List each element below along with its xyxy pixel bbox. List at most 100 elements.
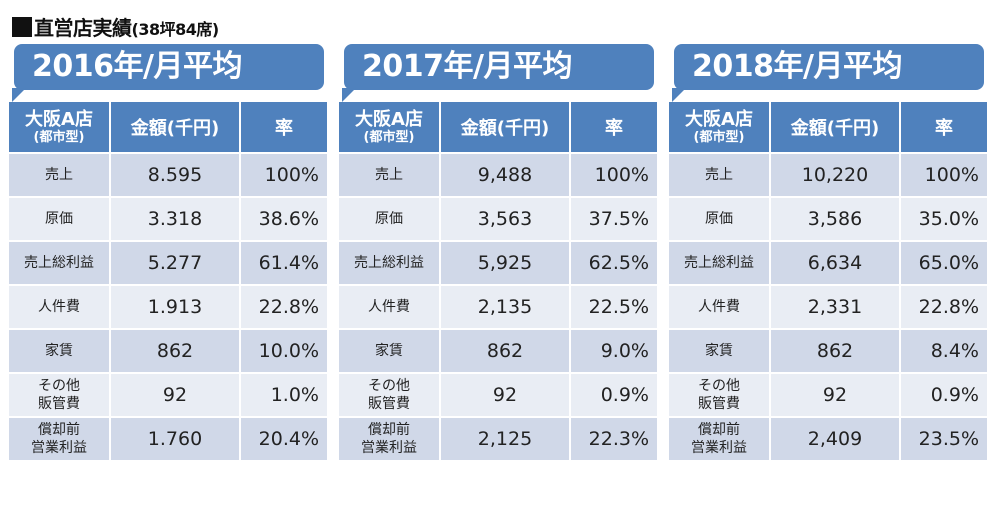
table-row: 売上 10,220 100%	[669, 154, 987, 196]
row-rate: 9.0%	[571, 330, 657, 372]
row-label: 償却前 営業利益	[339, 418, 439, 460]
header-rate: 率	[901, 102, 987, 152]
row-label: 人件費	[339, 286, 439, 328]
year-label: 2016年/月平均	[32, 49, 242, 84]
year-panel-2: 2018年/月平均 大阪A店 (都市型) 金額(千円) 率 売上 10,220 1…	[664, 44, 987, 462]
pl-table: 大阪A店 (都市型) 金額(千円) 率 売上 10,220 100% 原価 3,5…	[667, 100, 989, 462]
banner-tail	[342, 88, 356, 102]
table-row: 人件費 2,135 22.5%	[339, 286, 657, 328]
row-amount: 862	[771, 330, 899, 372]
row-label: 売上総利益	[9, 242, 109, 284]
row-rate: 22.8%	[901, 286, 987, 328]
row-label: その他 販管費	[669, 374, 769, 416]
table-row: 償却前 営業利益 2,409 23.5%	[669, 418, 987, 460]
row-rate: 1.0%	[241, 374, 327, 416]
year-label: 2017年/月平均	[362, 49, 572, 84]
table-row: 原価 3.318 38.6%	[9, 198, 327, 240]
row-amount: 5,925	[441, 242, 569, 284]
year-banner: 2016年/月平均	[12, 44, 324, 102]
store-type: (都市型)	[33, 130, 85, 145]
row-amount: 92	[111, 374, 239, 416]
row-amount: 3,586	[771, 198, 899, 240]
table-row: 原価 3,586 35.0%	[669, 198, 987, 240]
table-row: 償却前 営業利益 1.760 20.4%	[9, 418, 327, 460]
header-store: 大阪A店 (都市型)	[339, 102, 439, 152]
black-square-icon	[12, 17, 32, 37]
store-name: 大阪A店	[355, 109, 423, 130]
table-row: 人件費 2,331 22.8%	[669, 286, 987, 328]
row-label: 売上総利益	[339, 242, 439, 284]
store-type: (都市型)	[693, 130, 745, 145]
row-rate: 100%	[241, 154, 327, 196]
table-row: 売上 8.595 100%	[9, 154, 327, 196]
year-panel-1: 2017年/月平均 大阪A店 (都市型) 金額(千円) 率 売上 9,488 10…	[334, 44, 657, 462]
row-rate: 20.4%	[241, 418, 327, 460]
pl-table: 大阪A店 (都市型) 金額(千円) 率 売上 8.595 100% 原価 3.31…	[7, 100, 329, 462]
row-label: 家賃	[339, 330, 439, 372]
row-label: 原価	[9, 198, 109, 240]
row-label: 償却前 営業利益	[669, 418, 769, 460]
table-row: 家賃 862 8.4%	[669, 330, 987, 372]
row-label: 原価	[669, 198, 769, 240]
store-name: 大阪A店	[25, 109, 93, 130]
pl-table: 大阪A店 (都市型) 金額(千円) 率 売上 9,488 100% 原価 3,56…	[337, 100, 659, 462]
row-amount: 92	[441, 374, 569, 416]
row-label: 人件費	[669, 286, 769, 328]
row-rate: 100%	[901, 154, 987, 196]
row-rate: 62.5%	[571, 242, 657, 284]
table-header-row: 大阪A店 (都市型) 金額(千円) 率	[9, 102, 327, 152]
row-label: 売上総利益	[669, 242, 769, 284]
row-rate: 10.0%	[241, 330, 327, 372]
row-label: その他 販管費	[339, 374, 439, 416]
row-rate: 8.4%	[901, 330, 987, 372]
table-row: 償却前 営業利益 2,125 22.3%	[339, 418, 657, 460]
header-store: 大阪A店 (都市型)	[9, 102, 109, 152]
row-amount: 2,125	[441, 418, 569, 460]
row-amount: 8.595	[111, 154, 239, 196]
row-rate: 100%	[571, 154, 657, 196]
table-row: 売上 9,488 100%	[339, 154, 657, 196]
year-banner: 2018年/月平均	[672, 44, 984, 102]
table-row: その他 販管費 92 1.0%	[9, 374, 327, 416]
row-amount: 3,563	[441, 198, 569, 240]
row-label: その他 販管費	[9, 374, 109, 416]
header-rate: 率	[241, 102, 327, 152]
banner-tail	[12, 88, 26, 102]
store-name: 大阪A店	[685, 109, 753, 130]
table-row: その他 販管費 92 0.9%	[339, 374, 657, 416]
row-amount: 92	[771, 374, 899, 416]
store-type: (都市型)	[363, 130, 415, 145]
title-main: 直営店実績	[34, 16, 132, 40]
table-row: 売上総利益 6,634 65.0%	[669, 242, 987, 284]
row-rate: 22.8%	[241, 286, 327, 328]
header-amount: 金額(千円)	[441, 102, 569, 152]
header-store: 大阪A店 (都市型)	[669, 102, 769, 152]
table-row: 人件費 1.913 22.8%	[9, 286, 327, 328]
row-rate: 65.0%	[901, 242, 987, 284]
row-label: 償却前 営業利益	[9, 418, 109, 460]
row-amount: 10,220	[771, 154, 899, 196]
table-header-row: 大阪A店 (都市型) 金額(千円) 率	[339, 102, 657, 152]
table-row: 家賃 862 9.0%	[339, 330, 657, 372]
row-amount: 2,331	[771, 286, 899, 328]
header-rate: 率	[571, 102, 657, 152]
table-header-row: 大阪A店 (都市型) 金額(千円) 率	[669, 102, 987, 152]
row-amount: 1.760	[111, 418, 239, 460]
header-amount: 金額(千円)	[771, 102, 899, 152]
row-label: 売上	[339, 154, 439, 196]
table-row: 家賃 862 10.0%	[9, 330, 327, 372]
table-row: その他 販管費 92 0.9%	[669, 374, 987, 416]
row-amount: 2,135	[441, 286, 569, 328]
row-label: 家賃	[669, 330, 769, 372]
row-amount: 9,488	[441, 154, 569, 196]
year-banner: 2017年/月平均	[342, 44, 654, 102]
row-rate: 22.3%	[571, 418, 657, 460]
table-row: 売上総利益 5,925 62.5%	[339, 242, 657, 284]
row-rate: 22.5%	[571, 286, 657, 328]
row-rate: 37.5%	[571, 198, 657, 240]
year-label: 2018年/月平均	[692, 49, 902, 84]
row-label: 人件費	[9, 286, 109, 328]
page-title: 直営店実績(38坪84席)	[12, 12, 219, 41]
row-rate: 0.9%	[901, 374, 987, 416]
row-amount: 862	[111, 330, 239, 372]
